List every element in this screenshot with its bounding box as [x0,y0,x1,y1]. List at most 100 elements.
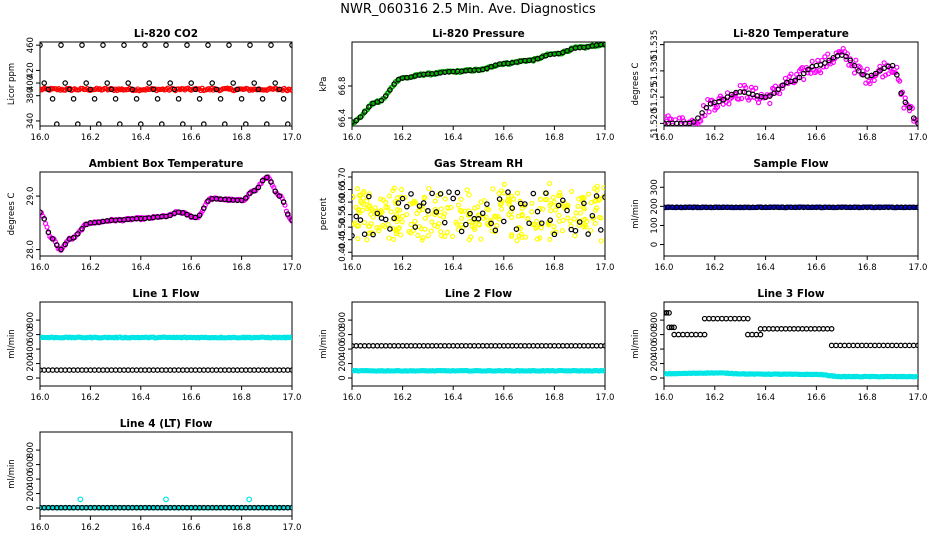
temperature-point [853,57,859,63]
avg-point [238,197,245,204]
y-tick-label: 0 [26,375,36,380]
avg-point [243,121,249,126]
data-area [352,42,605,126]
avg-point [49,236,56,242]
rh-point [458,196,464,202]
avg-point [188,80,195,86]
avg-point [800,70,807,77]
x-tick-label: 16.2 [81,133,100,143]
data-area [664,310,918,380]
rh-point [592,185,598,192]
avg-point [276,193,283,199]
y-tick-label: 340 [26,113,36,129]
x-tick-label: 16.4 [756,263,775,273]
avg-point [387,87,393,93]
rh-point [419,206,426,213]
temperature-point [676,129,680,133]
rh-point [386,235,392,241]
avg-point [771,90,777,96]
avg-point [192,86,199,93]
avg-point [374,210,381,217]
rh-point [483,214,489,220]
avg-point [796,74,803,81]
avg-point [458,228,465,235]
avg-point [150,86,157,93]
rh-point [399,219,405,225]
avg-point [671,324,677,331]
rh-point [529,200,535,206]
rh-point [568,223,574,229]
avg-point [404,203,410,210]
rh-point [429,219,435,225]
panel-5: Sample Flow 16.0 16.2 16.4 16.6 16.8 17.0 0 100 2… [631,158,927,273]
rh-point [583,224,589,230]
rh-point [547,236,553,243]
rh-point [534,218,540,224]
rh-point [412,218,418,224]
temperature-point [699,113,705,119]
x-tick-label: 16.8 [232,523,251,533]
avg-point [680,331,686,338]
y-axis-label: degrees C [631,63,641,106]
y-tick-label: 28.0 [26,240,36,259]
ambient-point [44,224,50,230]
rh-point [399,213,406,219]
rh-point [386,193,393,199]
avg-point [53,242,60,248]
y-tick-label: 200 [26,355,36,371]
rh-point [501,181,508,187]
avg-point [720,96,727,103]
x-tick-label: 16.0 [31,263,50,273]
rh-point [426,185,432,192]
rh-point [529,209,535,215]
avg-point [138,121,144,126]
x-tick-label: 16.4 [131,393,150,403]
avg-point [847,57,854,64]
avg-point [222,121,228,126]
avg-point [272,80,279,86]
x-tick-label: 16.2 [81,263,100,273]
x-tick-label: 16.8 [858,133,877,143]
x-tick-label: 16.4 [131,133,150,143]
avg-point [251,80,258,86]
avg-point [289,504,292,511]
avg-point [463,221,469,228]
temperature-point [864,66,870,72]
avg-point [479,210,486,217]
y-axis-label: kPa [319,77,329,92]
avg-point [100,42,106,48]
rh-point [551,224,557,230]
avg-point [441,219,448,226]
rh-point [419,237,425,243]
avg-point [259,177,266,184]
y-tick-label: 0.65 [338,180,348,199]
avg-point [209,80,216,86]
co2-point [40,86,43,92]
rh-point [467,218,473,225]
x-tick-label: 17.0 [283,393,302,403]
avg-point [855,68,862,74]
y-tick-label: 0 [650,242,660,247]
rh-point [435,224,441,230]
rh-point [448,204,454,211]
y-axis-label: ml/min [631,329,641,359]
data-area [40,174,292,253]
rh-point [506,211,512,218]
rh-point [364,237,370,243]
avg-point [353,213,360,220]
avg-point [353,117,360,124]
avg-point [555,202,562,209]
panel-title: Line 3 Flow [757,288,824,300]
avg-point [163,42,169,48]
rh-point [432,198,438,204]
rh-point [556,212,562,218]
panel-title: Line 2 Flow [445,288,512,300]
rh-point [396,225,402,231]
avg-point [247,190,253,196]
panel-title: Gas Stream RH [434,158,523,170]
plot-frame [39,41,293,127]
avg-point [395,200,402,206]
avg-point [41,216,48,222]
avg-point [70,235,77,241]
avg-point [205,198,211,204]
